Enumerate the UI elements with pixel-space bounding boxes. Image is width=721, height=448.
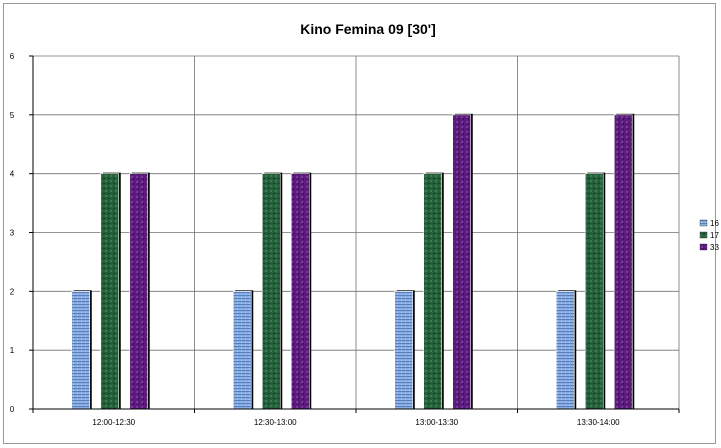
x-tick-label: 12:00-12:30 (92, 418, 135, 427)
chart-title: Kino Femina 09 [30'] (300, 21, 436, 37)
y-tick-label: 4 (10, 170, 15, 179)
bar (290, 173, 310, 410)
bar (71, 291, 91, 410)
bar (584, 173, 604, 410)
y-tick-label: 5 (10, 111, 15, 120)
x-tick-label: 13:30-14:00 (577, 418, 620, 427)
y-tick-label: 0 (10, 405, 15, 414)
legend-swatch (699, 219, 708, 227)
x-tick-label: 13:00-13:30 (415, 418, 458, 427)
bars (71, 113, 635, 410)
bar (232, 291, 252, 410)
y-tick-label: 3 (10, 229, 15, 238)
y-tick-label: 6 (10, 52, 15, 61)
x-tick-label: 12:30-13:00 (254, 418, 297, 427)
legend-label: 17 (710, 231, 719, 240)
bar (261, 173, 281, 410)
legend: 16 17 33 (699, 219, 719, 252)
y-tick-label: 2 (10, 287, 15, 296)
bar (423, 173, 443, 410)
bar (100, 173, 120, 410)
bar (129, 173, 149, 410)
axes (29, 55, 680, 413)
bar (452, 114, 472, 410)
y-tick-label: 1 (10, 346, 15, 355)
y-tick-labels: 0 1 2 3 4 5 6 (10, 52, 15, 414)
legend-swatch (699, 231, 708, 239)
x-tick-labels: 12:00-12:30 12:30-13:00 13:00-13:30 13:30-1… (92, 418, 620, 427)
bar (555, 291, 575, 410)
legend-label: 33 (710, 243, 719, 252)
legend-label: 16 (710, 219, 719, 228)
bar (394, 291, 414, 410)
legend-swatch (699, 243, 708, 251)
bar (613, 114, 633, 410)
